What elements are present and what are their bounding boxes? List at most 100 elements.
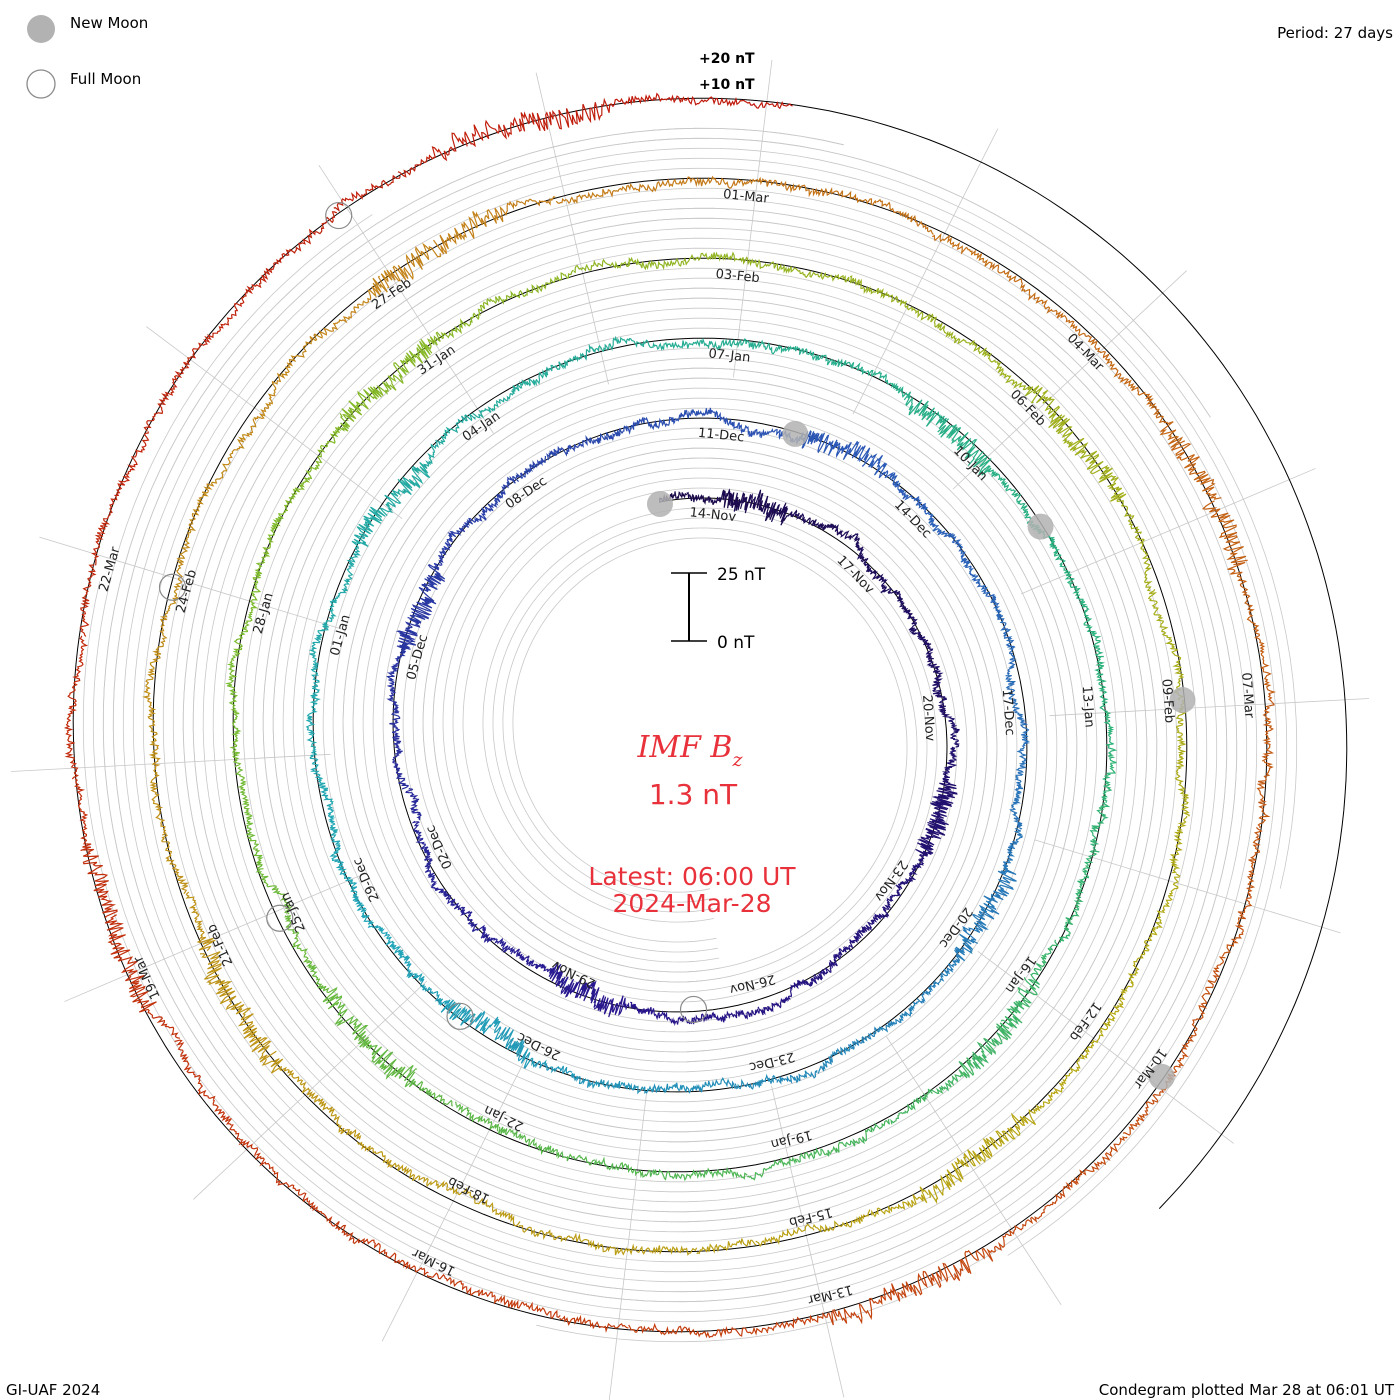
latest-date: 2024-Mar-28 — [612, 889, 771, 918]
bz-trace-segment — [367, 925, 405, 957]
radial-spoke — [146, 326, 403, 520]
bz-trace-segment — [284, 915, 310, 963]
bz-trace-segment — [1101, 753, 1117, 804]
new-moon-marker — [1169, 686, 1196, 713]
bz-trace-segment — [923, 506, 954, 538]
bz-trace-segment — [845, 1118, 890, 1147]
bz-trace-segment — [91, 496, 118, 566]
bz-trace-segment — [1014, 711, 1031, 751]
bz-trace-segment — [313, 1094, 362, 1140]
bz-trace-segment — [79, 564, 97, 637]
date-label: 13-Jan — [1079, 685, 1097, 728]
bz-trace-segment — [559, 1314, 629, 1333]
bz-trace-segment — [932, 688, 951, 718]
bz-trace-segment — [1261, 693, 1275, 762]
scale-bar-bottom-label: 0 nT — [717, 633, 755, 653]
radial-spoke — [977, 950, 1234, 1144]
bz-trace-segment — [1022, 1179, 1078, 1228]
bz-trace-segment — [962, 900, 1000, 941]
bz-trace-segment — [930, 776, 958, 810]
full-moon-legend-label: Full Moon — [70, 70, 141, 88]
bz-trace-segment — [253, 366, 291, 421]
bz-trace-segment — [739, 489, 771, 515]
bz-trace-segment — [460, 906, 487, 937]
bz-trace-segment — [945, 716, 961, 748]
bz-trace-segment — [636, 1245, 698, 1256]
new-moon-marker — [646, 490, 673, 517]
radial-spoke — [771, 1085, 845, 1398]
latest-time: Latest: 06:00 UT — [588, 862, 796, 891]
bz-trace-segment — [329, 845, 358, 886]
bz-trace-segment — [391, 755, 409, 790]
bz-trace-segment — [411, 439, 440, 488]
bz-trace-segment — [990, 598, 1012, 637]
bz-trace-segment — [682, 175, 749, 189]
bz-trace-segment — [245, 817, 264, 870]
grid-ring — [142, 167, 1278, 1343]
radial-spoke — [1034, 839, 1341, 934]
bz-trace-segment — [746, 176, 813, 198]
full-moon-marker — [679, 995, 708, 1024]
bz-trace-segment — [613, 416, 650, 437]
bz-trace-segment — [212, 1099, 259, 1157]
current-value: 1.3 nT — [649, 778, 738, 811]
bz-trace-segment — [314, 413, 351, 467]
radial-spoke — [381, 1055, 528, 1342]
bz-trace-segment — [286, 322, 339, 367]
bz-trace-segment — [249, 556, 266, 611]
date-label: 07-Jan — [708, 346, 751, 365]
bz-trace-segment — [1035, 389, 1074, 446]
bz-trace-segment — [592, 335, 639, 354]
radial-spokes — [10, 59, 1370, 1400]
bz-trace-segment — [464, 111, 538, 148]
bz-trace-segment — [535, 97, 610, 132]
bz-trace-segment — [308, 1200, 369, 1245]
radial-spoke — [732, 59, 773, 378]
bz-trace-segment — [174, 1039, 216, 1100]
bz-trace-segment — [849, 1025, 889, 1051]
bz-trace-segment — [426, 1272, 495, 1298]
bz-trace-segment — [261, 1058, 318, 1099]
radial-spoke — [1021, 468, 1316, 595]
bz-trace-segment — [968, 568, 997, 601]
bz-trace-segment — [407, 584, 437, 623]
new-moon-legend-icon — [27, 15, 55, 43]
bz-trace-segment — [1134, 534, 1153, 592]
bz-trace-segment — [143, 366, 185, 432]
bz-trace-segment — [306, 673, 321, 719]
bz-trace-segment — [927, 1149, 981, 1205]
bz-trace-segment — [754, 101, 793, 110]
bz-trace-segment — [739, 256, 795, 275]
bz-trace — [63, 92, 1277, 1339]
bz-trace-segment — [157, 588, 180, 649]
date-label: 07-Mar — [1238, 672, 1256, 719]
bz-trace-segment — [890, 1088, 933, 1125]
bz-trace-segment — [725, 1008, 760, 1020]
bz-trace-segment — [1168, 815, 1188, 874]
bz-trace-segment — [961, 1225, 1024, 1275]
radial-spoke — [535, 72, 609, 385]
date-label: 11-Dec — [697, 426, 745, 446]
bz-trace-segment — [1147, 588, 1173, 645]
date-label: 20-Nov — [919, 694, 937, 742]
bz-trace-segment — [128, 982, 181, 1039]
bz-trace-segment — [1019, 1078, 1067, 1126]
bz-trace-segment — [696, 1238, 757, 1255]
radial-spoke — [952, 270, 1187, 490]
bz-trace-segment — [326, 802, 341, 846]
grid-ring — [132, 157, 1288, 1273]
scale-bar: 25 nT 0 nT — [671, 565, 766, 653]
bz-trace-segment — [531, 1058, 573, 1074]
bz-trace-segment — [262, 508, 289, 559]
grid-ring — [82, 187, 1258, 1323]
bz-trace-segment — [697, 1325, 769, 1339]
bz-trace-segment — [63, 706, 79, 780]
bz-trace-segment — [570, 1072, 613, 1090]
grid-rings — [82, 127, 1298, 1343]
bz-trace-segment — [880, 585, 906, 610]
bz-trace-segment — [1196, 956, 1226, 1021]
bz-trace-segment — [517, 1225, 578, 1243]
bz-trace-segment — [229, 714, 242, 768]
bz-trace-segment — [306, 960, 343, 1010]
